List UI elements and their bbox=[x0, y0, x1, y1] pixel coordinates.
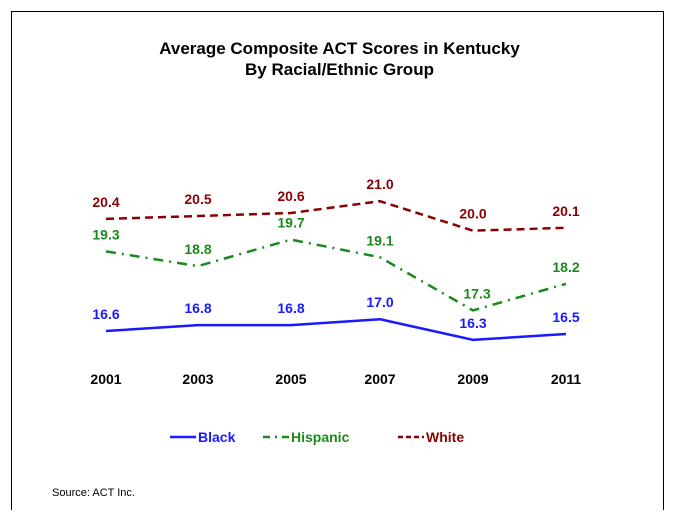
value-label-black-2007: 17.0 bbox=[366, 294, 393, 310]
value-label-white-2005: 20.6 bbox=[277, 188, 304, 204]
source-note: Source: ACT Inc. bbox=[52, 487, 135, 499]
series-line-black bbox=[105, 317, 567, 342]
legend: Black Hispanic White bbox=[170, 429, 464, 445]
value-label-white-2003: 20.5 bbox=[184, 191, 211, 207]
title-line-1: Average Composite ACT Scores in Kentucky bbox=[159, 39, 520, 58]
series-line-white bbox=[105, 199, 567, 232]
value-label-black-2005: 16.8 bbox=[277, 300, 304, 316]
title-line-2: By Racial/Ethnic Group bbox=[245, 60, 434, 79]
x-label-2003: 2003 bbox=[182, 371, 213, 387]
value-label-hispanic-2011: 18.2 bbox=[552, 259, 579, 275]
value-label-white-2011: 20.1 bbox=[552, 203, 579, 219]
x-label-2001: 2001 bbox=[90, 371, 121, 387]
value-label-white-2009: 20.0 bbox=[459, 206, 486, 222]
value-label-black-2003: 16.8 bbox=[184, 300, 211, 316]
x-label-2005: 2005 bbox=[275, 371, 306, 387]
x-label-2011: 2011 bbox=[551, 371, 582, 387]
value-label-black-2001: 16.6 bbox=[92, 306, 119, 322]
value-label-black-2011: 16.5 bbox=[552, 309, 579, 325]
series-lines bbox=[105, 199, 567, 342]
legend-label-black: Black bbox=[198, 429, 236, 445]
value-labels: 20.4 20.5 20.6 21.0 20.0 20.1 19.3 18.8 19.7 19.1… bbox=[92, 176, 579, 331]
value-label-hispanic-2007: 19.1 bbox=[366, 232, 393, 248]
value-label-hispanic-2001: 19.3 bbox=[92, 226, 119, 242]
value-label-black-2009: 16.3 bbox=[459, 315, 486, 331]
x-label-2007: 2007 bbox=[364, 371, 395, 387]
value-label-hispanic-2003: 18.8 bbox=[184, 241, 211, 257]
value-label-white-2001: 20.4 bbox=[92, 194, 119, 210]
value-label-hispanic-2005: 19.7 bbox=[277, 215, 304, 231]
value-label-white-2007: 21.0 bbox=[366, 176, 393, 192]
value-label-hispanic-2009: 17.3 bbox=[463, 285, 490, 301]
chart-frame bbox=[11, 11, 664, 510]
series-line-hispanic bbox=[105, 238, 567, 312]
legend-label-hispanic: Hispanic bbox=[291, 429, 350, 445]
x-axis-labels: 2001 2003 2005 2007 2009 2011 bbox=[90, 371, 581, 387]
legend-label-white: White bbox=[426, 429, 464, 445]
chart-title: Average Composite ACT Scores in Kentucky… bbox=[0, 38, 679, 80]
x-label-2009: 2009 bbox=[457, 371, 488, 387]
